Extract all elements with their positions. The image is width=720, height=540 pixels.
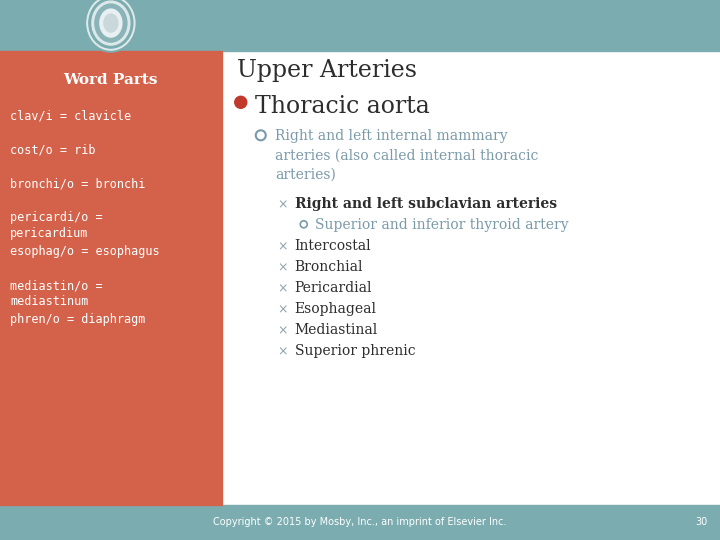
Text: ×: × — [278, 261, 288, 274]
Text: Upper Arteries: Upper Arteries — [237, 59, 417, 82]
Ellipse shape — [89, 0, 133, 48]
Text: pericardi/o =
pericardium: pericardi/o = pericardium — [10, 211, 103, 240]
Circle shape — [235, 96, 247, 109]
Text: Mediastinal: Mediastinal — [294, 323, 378, 338]
Text: cost/o = rib: cost/o = rib — [10, 143, 96, 156]
Text: Thoracic aorta: Thoracic aorta — [255, 95, 430, 118]
Text: bronchi/o = bronchi: bronchi/o = bronchi — [10, 177, 145, 190]
Ellipse shape — [92, 1, 130, 45]
Text: Esophageal: Esophageal — [294, 302, 377, 316]
Text: ×: × — [278, 303, 288, 316]
Bar — [0, 51, 222, 505]
Text: ×: × — [278, 345, 288, 359]
Ellipse shape — [95, 4, 127, 42]
Text: phren/o = diaphragm: phren/o = diaphragm — [10, 313, 145, 326]
Text: Intercostal: Intercostal — [294, 239, 372, 253]
Bar — [0, 0, 720, 51]
Ellipse shape — [85, 0, 137, 52]
Ellipse shape — [87, 0, 135, 50]
Text: Superior and inferior thyroid artery: Superior and inferior thyroid artery — [315, 218, 568, 232]
Text: mediastin/o =
mediastinum: mediastin/o = mediastinum — [10, 279, 103, 308]
Text: Bronchial: Bronchial — [294, 260, 364, 274]
Text: ×: × — [278, 282, 288, 295]
Bar — [0, 505, 720, 540]
Text: ×: × — [278, 240, 288, 253]
Text: ×: × — [278, 325, 288, 338]
Text: Copyright © 2015 by Mosby, Inc., an imprint of Elsevier Inc.: Copyright © 2015 by Mosby, Inc., an impr… — [213, 517, 507, 528]
Text: clav/i = clavicle: clav/i = clavicle — [10, 109, 131, 122]
Text: Word Parts: Word Parts — [63, 73, 158, 87]
Ellipse shape — [104, 14, 118, 32]
Text: 30: 30 — [696, 517, 708, 528]
Text: Right and left subclavian arteries: Right and left subclavian arteries — [294, 197, 557, 211]
Text: Pericardial: Pericardial — [294, 281, 372, 295]
Text: ×: × — [278, 198, 288, 211]
Text: esophag/o = esophagus: esophag/o = esophagus — [10, 245, 160, 258]
Text: Superior phrenic: Superior phrenic — [294, 345, 415, 359]
Text: Right and left internal mammary
arteries (also called internal thoracic
arteries: Right and left internal mammary arteries… — [275, 129, 538, 181]
Ellipse shape — [100, 9, 122, 37]
